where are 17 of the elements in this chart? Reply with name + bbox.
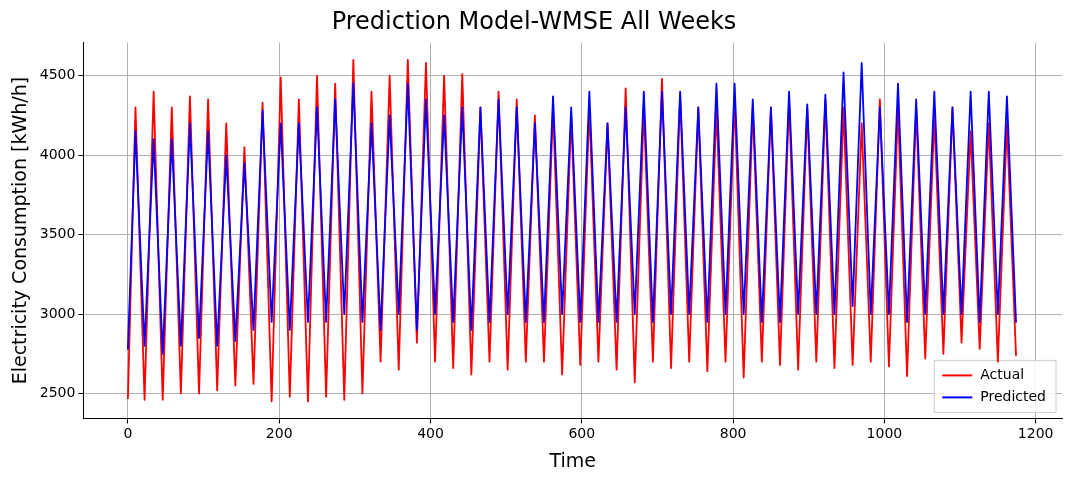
x-tick-label: 400: [417, 425, 444, 442]
x-axis-title: Time: [548, 448, 596, 471]
y-tick-label: 3000: [39, 304, 76, 321]
legend-label: Predicted: [980, 388, 1047, 405]
chart-title: Prediction Model-WMSE All Weeks: [331, 6, 737, 35]
x-tick-label: 600: [568, 425, 596, 442]
y-tick-label: 3500: [39, 225, 76, 242]
x-tick-label: 0: [123, 425, 133, 442]
y-axis-title: Electricity Consumption [kWh/h]: [8, 76, 31, 385]
x-tick-label: 800: [719, 425, 747, 442]
x-tick-label: 1000: [866, 425, 903, 442]
x-tick-label: 1200: [1017, 425, 1054, 442]
y-tick-label: 2500: [39, 384, 76, 401]
y-tick-label: 4500: [39, 66, 76, 83]
y-tick-label: 4000: [39, 145, 76, 162]
x-tick-label: 200: [265, 425, 293, 442]
legend-label: Actual: [980, 366, 1025, 383]
